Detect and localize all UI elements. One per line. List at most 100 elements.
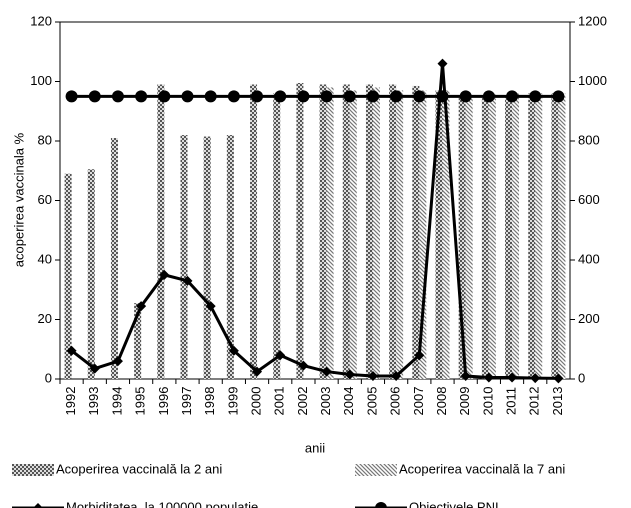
y-tick-label: 20 bbox=[38, 311, 52, 326]
marker bbox=[375, 502, 387, 508]
marker bbox=[436, 90, 449, 103]
bar bbox=[458, 96, 466, 379]
y2-tick-label: 1200 bbox=[578, 13, 607, 28]
line bbox=[70, 63, 559, 380]
bar bbox=[110, 138, 118, 379]
x-tick-label: 2003 bbox=[318, 387, 333, 416]
marker bbox=[88, 90, 101, 103]
bar bbox=[505, 96, 513, 379]
x-tick-label: 1992 bbox=[63, 387, 78, 416]
marker bbox=[507, 372, 518, 383]
marker bbox=[506, 90, 519, 103]
y-tick-label: 100 bbox=[30, 73, 52, 88]
marker bbox=[158, 90, 171, 103]
x-tick-label: 1998 bbox=[202, 387, 217, 416]
marker bbox=[367, 371, 378, 382]
y-tick-label: 80 bbox=[38, 132, 52, 147]
bar bbox=[528, 93, 536, 380]
bar bbox=[365, 84, 373, 379]
marker bbox=[460, 371, 471, 382]
x-tick-label: 2010 bbox=[480, 387, 495, 416]
marker bbox=[66, 345, 77, 356]
bar bbox=[180, 135, 188, 379]
marker bbox=[366, 90, 379, 103]
x-tick-label: 2007 bbox=[411, 387, 426, 416]
bar bbox=[203, 136, 211, 379]
marker bbox=[298, 360, 309, 371]
bar bbox=[319, 84, 327, 379]
marker bbox=[482, 90, 495, 103]
bar bbox=[512, 93, 520, 380]
bar bbox=[349, 90, 357, 380]
x-tick-label: 2008 bbox=[434, 387, 449, 416]
x-tick-label: 2004 bbox=[341, 387, 356, 416]
marker bbox=[205, 301, 216, 312]
legend-item: Obiectivele PNI bbox=[355, 499, 499, 508]
marker bbox=[136, 301, 147, 312]
bar bbox=[535, 93, 543, 380]
x-tick-label: 1994 bbox=[109, 387, 124, 416]
marker bbox=[182, 275, 193, 286]
bar bbox=[435, 90, 443, 380]
y2-tick-label: 800 bbox=[578, 132, 600, 147]
marker bbox=[181, 90, 194, 103]
legend-label: Obiectivele PNI bbox=[409, 499, 499, 508]
legend-item: Morbiditatea la 100000 populatie bbox=[12, 499, 258, 508]
x-tick-label: 2005 bbox=[364, 387, 379, 416]
x-tick-label: 2000 bbox=[248, 387, 263, 416]
bar bbox=[396, 90, 404, 380]
marker bbox=[252, 366, 263, 377]
bar bbox=[412, 85, 420, 380]
legend-swatch bbox=[12, 464, 54, 476]
marker bbox=[552, 90, 565, 103]
bar bbox=[488, 93, 496, 380]
marker bbox=[297, 90, 310, 103]
x-tick-label: 1993 bbox=[86, 387, 101, 416]
y2-tick-label: 200 bbox=[578, 311, 600, 326]
bar bbox=[326, 87, 334, 379]
x-tick-label: 2009 bbox=[457, 387, 472, 416]
y-tick-label: 120 bbox=[30, 13, 52, 28]
bar bbox=[481, 96, 489, 379]
marker bbox=[343, 90, 356, 103]
y2-tick-label: 1000 bbox=[578, 73, 607, 88]
bar bbox=[465, 93, 473, 380]
marker bbox=[135, 90, 148, 103]
marker bbox=[459, 90, 472, 103]
bar bbox=[389, 84, 397, 379]
marker bbox=[530, 373, 541, 384]
marker bbox=[251, 90, 264, 103]
x-tick-label: 1995 bbox=[133, 387, 148, 416]
x-tick-label: 2013 bbox=[550, 387, 565, 416]
x-tick-label: 2012 bbox=[527, 387, 542, 416]
bar bbox=[226, 135, 234, 379]
marker bbox=[529, 90, 542, 103]
y2-tick-label: 0 bbox=[578, 370, 585, 385]
marker bbox=[321, 366, 332, 377]
y-axis-label: acoperirea vaccinala % bbox=[11, 132, 26, 267]
marker bbox=[413, 90, 426, 103]
marker bbox=[275, 350, 286, 361]
marker bbox=[274, 90, 287, 103]
marker bbox=[33, 503, 43, 508]
y2-tick-label: 600 bbox=[578, 192, 600, 207]
x-tick-label: 1996 bbox=[156, 387, 171, 416]
x-tick-label: 1999 bbox=[225, 387, 240, 416]
marker bbox=[228, 345, 239, 356]
bar bbox=[87, 169, 95, 379]
marker bbox=[483, 372, 494, 383]
marker bbox=[227, 90, 240, 103]
marker bbox=[89, 363, 100, 374]
y-tick-label: 60 bbox=[38, 192, 52, 207]
legend-label: Acoperirea vaccinală la 7 ani bbox=[399, 461, 565, 476]
bar bbox=[558, 93, 566, 380]
x-tick-label: 2001 bbox=[272, 387, 287, 416]
marker bbox=[414, 350, 425, 361]
bar bbox=[157, 84, 165, 379]
bar bbox=[273, 93, 281, 380]
x-axis-label: anii bbox=[305, 440, 325, 455]
bar bbox=[419, 90, 427, 380]
bar bbox=[551, 93, 559, 380]
marker bbox=[159, 269, 170, 280]
